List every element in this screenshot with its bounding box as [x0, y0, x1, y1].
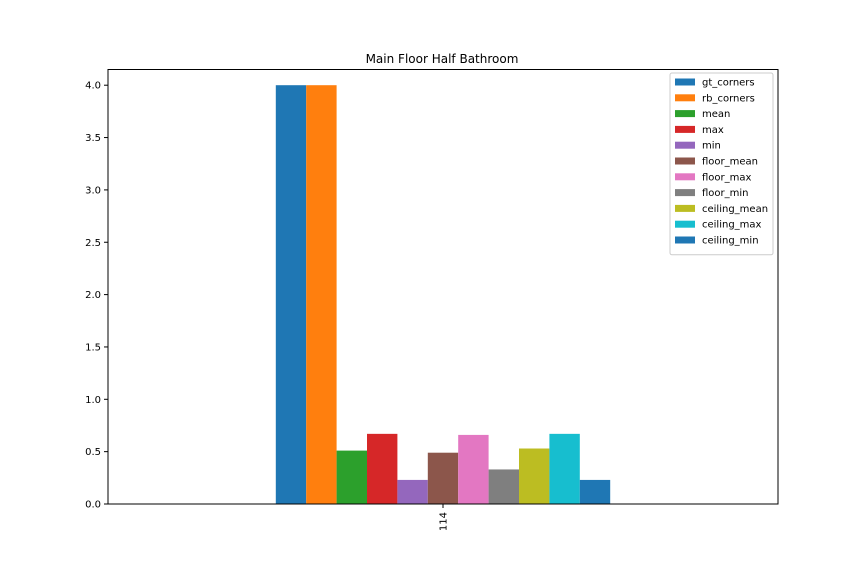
y-tick-label: 2.0 [85, 290, 101, 301]
legend-label: ceiling_max [702, 220, 762, 231]
legend-label: floor_max [702, 172, 752, 183]
bar-min [397, 479, 428, 504]
legend-label: rb_corners [702, 93, 755, 104]
bar-ceiling-min [579, 479, 611, 504]
x-axis: 114 [439, 504, 450, 531]
bar-floor-min [488, 469, 519, 504]
bar-gt-corners [275, 85, 307, 504]
bar-max [367, 433, 398, 504]
bar-mean [336, 450, 367, 504]
legend-swatch [675, 94, 695, 102]
bar-ceiling-mean [519, 448, 550, 504]
legend-label: ceiling_min [702, 236, 759, 247]
y-tick-label: 2.5 [85, 238, 101, 249]
legend-box [669, 72, 774, 256]
y-tick-label: 3.0 [85, 185, 101, 196]
legend-label: mean [702, 109, 730, 120]
bar-floor-mean [427, 452, 459, 504]
chart-title: Main Floor Half Bathroom [366, 52, 519, 66]
y-tick-label: 0.0 [85, 500, 101, 511]
legend-swatch [675, 236, 695, 244]
legend-label: min [702, 141, 721, 152]
legend-swatch [675, 125, 695, 133]
legend-label: gt_corners [702, 78, 755, 89]
legend-label: floor_min [702, 188, 749, 199]
legend-swatch [675, 189, 695, 197]
bar-floor-max [458, 434, 489, 504]
y-tick-label: 1.5 [85, 342, 101, 353]
legend-swatch [675, 157, 695, 165]
y-axis: 0.0 0.5 1.0 1.5 2.0 2.5 3.0 3.5 4.0 [85, 81, 108, 511]
legend-label: floor_mean [702, 157, 758, 168]
y-tick-label: 3.5 [85, 133, 101, 144]
legend-swatch [675, 78, 695, 86]
legend-swatch [675, 204, 695, 212]
bars-group [275, 85, 611, 504]
y-tick-label: 0.5 [85, 447, 101, 458]
legend-swatch [675, 220, 695, 228]
legend-swatch [675, 173, 695, 181]
y-tick-label: 1.0 [85, 395, 101, 406]
plot-area-frame [107, 69, 779, 505]
y-tick-label: 4.0 [85, 81, 101, 92]
legend-label: max [702, 125, 724, 136]
legend-label: ceiling_mean [702, 204, 768, 215]
legend-swatch [675, 141, 695, 149]
legend-swatch [675, 110, 695, 118]
bar-rb-corners [306, 85, 337, 504]
bar-ceiling-max [549, 433, 580, 504]
x-tick-label: 114 [439, 512, 450, 531]
